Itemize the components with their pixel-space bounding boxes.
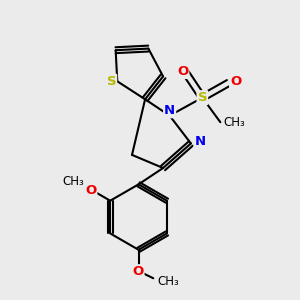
Text: O: O (230, 75, 241, 88)
Text: N: N (164, 104, 175, 117)
Text: S: S (197, 91, 207, 104)
Text: CH₃: CH₃ (62, 176, 84, 188)
Text: O: O (132, 265, 143, 278)
Text: methoxy: methoxy (62, 180, 68, 181)
Text: O: O (177, 65, 188, 78)
Text: CH₃: CH₃ (223, 116, 245, 129)
Text: CH₃: CH₃ (157, 275, 179, 288)
Text: O: O (85, 184, 96, 196)
Text: N: N (194, 135, 206, 148)
Text: S: S (106, 75, 116, 88)
